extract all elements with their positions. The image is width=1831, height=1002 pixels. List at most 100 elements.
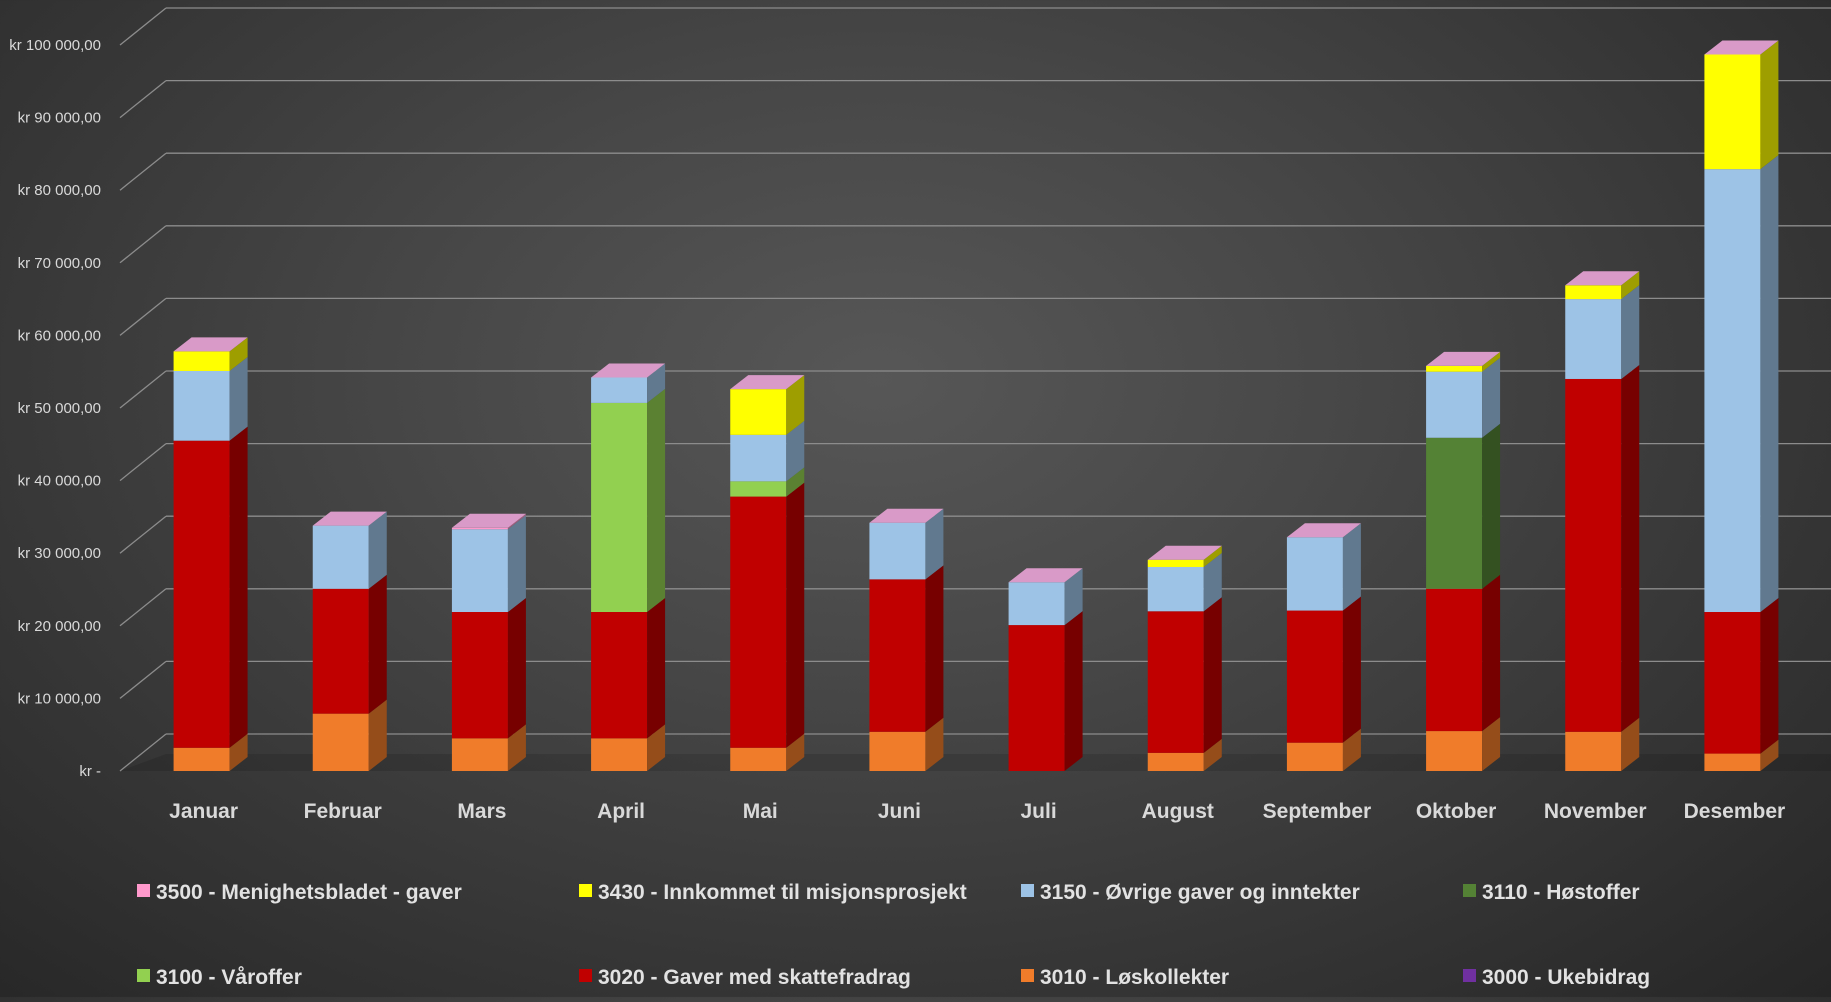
bar-side	[1203, 738, 1222, 771]
bar-front	[1426, 731, 1483, 771]
bar-side	[1760, 155, 1779, 613]
legend-swatch	[137, 969, 150, 982]
y-tick-label: kr 90 000,00	[18, 110, 101, 127]
gridline-diagonal	[119, 370, 167, 409]
x-tick-label: Juni	[878, 800, 921, 823]
bar-top-cap-desember	[1704, 40, 1779, 55]
bar-front	[1008, 582, 1065, 626]
x-tick-label: Mars	[457, 800, 506, 823]
legend-label: 3020 - Gaver med skattefradrag	[598, 966, 911, 989]
bar-segment-3020-gaver-med-skattefradrag-juni	[869, 565, 944, 732]
bars	[173, 40, 1779, 771]
bar-segment-3020-gaver-med-skattefradrag-mai	[730, 482, 805, 748]
bar-segment-3150-vrige-gaver-og-inntekter-februar	[312, 511, 387, 589]
x-tick-label: Februar	[304, 800, 382, 823]
gridline-diagonal	[119, 660, 167, 699]
bar-segment-3150-vrige-gaver-og-inntekter-april	[591, 363, 666, 403]
x-tick-label: April	[597, 800, 645, 823]
bar-side	[1621, 717, 1640, 771]
y-tick-label: kr 50 000,00	[18, 400, 101, 417]
bar-front	[1426, 365, 1483, 372]
bar-front	[869, 579, 926, 732]
bar-segment-3430-innkommet-til-misjonsprosjekt-november	[1565, 271, 1640, 300]
x-tick-label: Mai	[743, 800, 778, 823]
legend-label: 3110 - Høstoffer	[1482, 881, 1640, 904]
bar-side	[507, 724, 526, 771]
y-tick-label: kr 80 000,00	[18, 182, 101, 199]
bar-segment-3010-l-skollekter-januar	[173, 733, 248, 771]
bar-side	[786, 467, 805, 497]
legend-label: 3000 - Ukebidrag	[1482, 966, 1650, 989]
bar-front	[451, 612, 508, 739]
bar-segment-3430-innkommet-til-misjonsprosjekt-desember	[1704, 40, 1779, 170]
gridline-diagonal	[119, 152, 167, 191]
bar-top-cap-november	[1565, 271, 1640, 286]
bar-segment-3430-innkommet-til-misjonsprosjekt-mai	[730, 375, 805, 435]
bar-segment-3010-l-skollekter-september	[1286, 728, 1361, 771]
legend-item-3500-menighetsbladet-gaver: 3500 - Menighetsbladet - gaver	[137, 881, 462, 904]
bar-side	[786, 420, 805, 482]
legend-item-3150-vrige-gaver-og-inntekter: 3150 - Øvrige gaver og inntekter	[1021, 881, 1360, 904]
bar-side	[647, 388, 666, 613]
bar-side	[368, 699, 387, 771]
bar-front	[451, 527, 508, 530]
bar-side	[1621, 285, 1640, 379]
bar-side	[1482, 351, 1501, 372]
gridline-diagonal	[119, 443, 167, 482]
legend-label: 3150 - Øvrige gaver og inntekter	[1040, 881, 1360, 904]
bar-front	[1704, 54, 1761, 170]
bar-segment-3010-l-skollekter-mai	[730, 733, 805, 771]
legend-label: 3100 - Våroffer	[156, 966, 302, 989]
bar-front	[1147, 611, 1204, 753]
bar-front	[173, 351, 230, 371]
gridline-diagonal	[119, 588, 167, 627]
bar-front	[1286, 537, 1343, 611]
bar-segment-3010-l-skollekter-august	[1147, 738, 1222, 771]
bar-front	[1147, 752, 1204, 771]
x-tick-label: Juli	[1020, 800, 1056, 823]
bar-segment-3020-gaver-med-skattefradrag-mars	[451, 598, 526, 739]
bar-segment-3150-vrige-gaver-og-inntekter-juni	[869, 508, 944, 580]
bar-top-cap-september	[1286, 523, 1361, 538]
bar-front	[1565, 299, 1622, 379]
bar-front	[591, 402, 648, 613]
bar-segment-3020-gaver-med-skattefradrag-april	[591, 598, 666, 739]
bar-front	[1426, 588, 1483, 732]
x-tick-label: November	[1544, 800, 1647, 823]
bar-front	[730, 481, 787, 497]
bar-side	[647, 363, 666, 403]
bar-top-cap-januar	[173, 337, 248, 352]
bar-front	[1147, 559, 1204, 567]
bar-segment-3020-gaver-med-skattefradrag-juli	[1008, 611, 1083, 771]
bar-segment-3150-vrige-gaver-og-inntekter-september	[1286, 523, 1361, 611]
bar-top-cap-april	[591, 363, 666, 378]
bar-segment-3150-vrige-gaver-og-inntekter-desember	[1704, 155, 1779, 613]
bar-front	[730, 389, 787, 435]
legend-swatch	[1463, 969, 1476, 982]
bar-side	[368, 511, 387, 589]
legend-swatch	[579, 884, 592, 897]
legend-swatch	[137, 884, 150, 897]
bar-segment-3150-vrige-gaver-og-inntekter-oktober	[1426, 357, 1501, 438]
bar-segment-3100-varoffer-mai	[730, 467, 805, 497]
bar-side	[229, 356, 248, 441]
bar-side	[368, 574, 387, 714]
bar-side	[1760, 40, 1779, 170]
bar-front	[1286, 742, 1343, 771]
bar-front	[591, 738, 648, 771]
bar-side	[1203, 597, 1222, 753]
legend-swatch	[579, 969, 592, 982]
bar-segment-3150-vrige-gaver-og-inntekter-november	[1565, 285, 1640, 379]
bar-top-cap-mai	[730, 375, 805, 390]
gridline-diagonal	[119, 733, 167, 772]
bar-front	[730, 496, 787, 748]
bar-segment-3500-menighetsbladet-gaver-mars	[451, 513, 526, 530]
bar-side	[1342, 523, 1361, 611]
bar-side	[507, 513, 526, 530]
bar-segment-3020-gaver-med-skattefradrag-oktober	[1426, 574, 1501, 732]
legend-item-3010-l-skollekter: 3010 - Løskollekter	[1021, 966, 1229, 989]
bar-front	[869, 731, 926, 771]
x-tick-label: Oktober	[1416, 800, 1497, 823]
bar-front	[173, 747, 230, 771]
